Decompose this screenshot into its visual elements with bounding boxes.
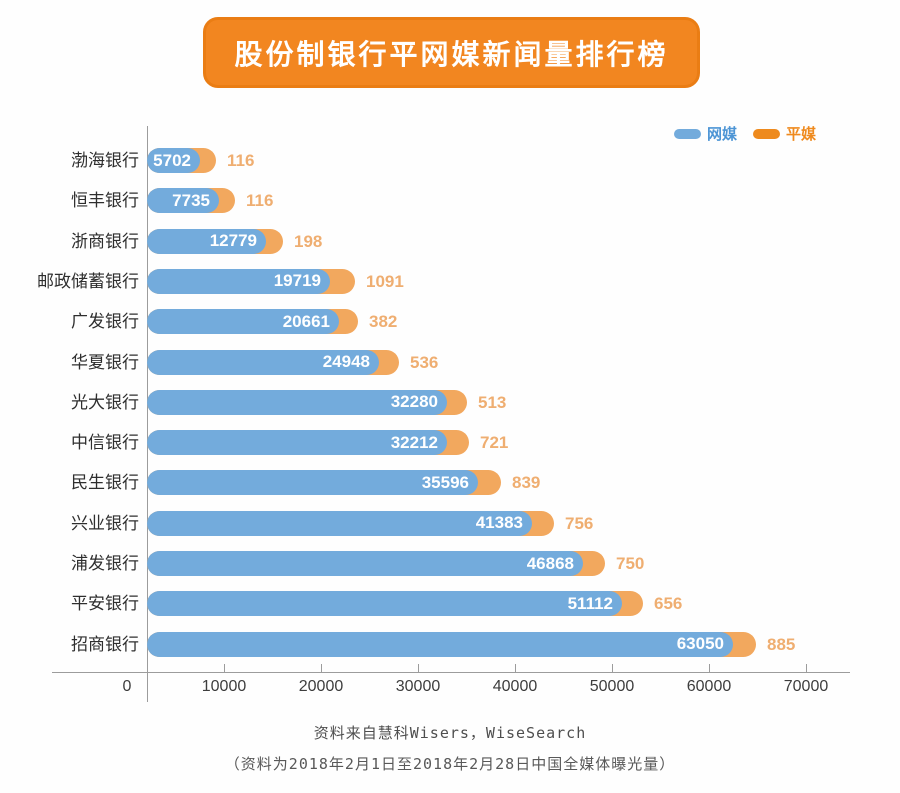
x-axis-tick	[612, 664, 613, 672]
print-value-label: 116	[246, 191, 274, 211]
x-axis-line	[52, 672, 850, 673]
web-value-label: 35596	[421, 472, 469, 492]
web-media-bar: 19719	[147, 268, 330, 294]
category-label: 兴业银行	[71, 513, 139, 533]
x-axis-tick	[515, 664, 516, 672]
category-label: 光大银行	[71, 392, 139, 412]
x-axis-tick-label: 60000	[686, 678, 732, 695]
web-media-bar: 32212	[147, 430, 447, 456]
web-value-label: 7735	[172, 190, 210, 210]
category-label: 浦发银行	[71, 554, 139, 573]
web-value-label: 5702	[153, 150, 191, 170]
web-media-bar: 35596	[147, 470, 478, 496]
x-axis-tick	[418, 664, 419, 672]
web-media-bar: 24948	[147, 349, 379, 375]
web-value-label: 51112	[567, 593, 613, 613]
category-label: 民生银行	[71, 473, 139, 493]
print-value-label: 116	[227, 151, 255, 170]
web-value-label: 24948	[322, 352, 370, 371]
x-axis-tick-label: 40000	[492, 678, 538, 695]
print-value-label: 756	[565, 513, 594, 533]
legend-label: 网媒	[707, 126, 738, 143]
web-media-bar: 7735	[147, 188, 219, 214]
web-media-bar: 5702	[147, 148, 200, 173]
x-axis-tick-label: 0	[122, 678, 132, 695]
x-axis-tick	[709, 664, 710, 672]
footer: 资料来自慧科Wisers，WiseSearch （资料为2018年2月1日至20…	[0, 722, 900, 774]
legend-item-print: 平媒	[753, 123, 816, 144]
x-axis-tick-label: 70000	[783, 678, 829, 695]
web-value-label: 46868	[526, 553, 574, 573]
legend: 网媒 平媒	[674, 123, 816, 144]
x-axis-tick-label: 20000	[298, 678, 344, 695]
legend-item-web: 网媒	[674, 123, 737, 144]
web-value-label: 32280	[390, 392, 438, 412]
x-axis-tick-label: 10000	[201, 678, 247, 695]
category-label: 招商银行	[71, 634, 139, 654]
web-media-bar: 51112	[147, 591, 622, 617]
category-label: 邮政储蓄银行	[37, 271, 139, 291]
web-value-label: 19719	[273, 271, 321, 291]
category-label: 平安银行	[71, 594, 139, 614]
web-value-label: 20661	[282, 311, 330, 331]
category-label: 中信银行	[71, 433, 139, 453]
print-value-label: 885	[767, 634, 796, 654]
web-media-bar: 20661	[147, 309, 339, 335]
category-label: 渤海银行	[71, 151, 139, 170]
y-axis-line	[147, 126, 148, 702]
legend-swatch-icon	[674, 128, 701, 139]
category-label: 广发银行	[71, 312, 139, 332]
x-axis-tick-label: 30000	[395, 678, 441, 695]
print-value-label: 750	[616, 554, 645, 573]
print-value-label: 656	[654, 594, 683, 614]
chart-title: 股份制银行平网媒新闻量排行榜	[234, 38, 669, 70]
x-axis-tick-label: 50000	[589, 678, 635, 695]
print-value-label: 721	[480, 433, 509, 453]
category-label: 恒丰银行	[71, 191, 139, 211]
web-value-label: 12779	[209, 231, 257, 251]
category-label: 华夏银行	[71, 352, 139, 372]
web-media-bar: 41383	[147, 510, 532, 536]
chart-title-banner: 股份制银行平网媒新闻量排行榜	[203, 17, 700, 88]
print-value-label: 198	[294, 231, 323, 251]
legend-label: 平媒	[786, 126, 817, 143]
x-axis-tick	[321, 664, 322, 672]
web-value-label: 41383	[475, 513, 523, 533]
source-line: 资料来自慧科Wisers，WiseSearch	[313, 724, 587, 742]
period-line: （资料为2018年2月1日至2018年2月28日中国全媒体曝光量）	[224, 755, 676, 773]
x-axis-tick	[224, 664, 225, 672]
x-axis-tick	[806, 664, 807, 672]
print-value-label: 1091	[366, 271, 404, 291]
web-value-label: 63050	[676, 634, 724, 654]
print-value-label: 839	[512, 473, 541, 493]
web-media-bar: 46868	[147, 551, 583, 576]
print-value-label: 513	[478, 392, 507, 412]
web-media-bar: 12779	[147, 228, 266, 254]
print-value-label: 382	[369, 312, 398, 332]
legend-swatch-icon	[753, 128, 781, 139]
web-media-bar: 63050	[147, 631, 733, 657]
web-media-bar: 32280	[147, 389, 447, 415]
web-value-label: 32212	[390, 432, 438, 452]
category-label: 浙商银行	[71, 231, 139, 251]
print-value-label: 536	[410, 352, 439, 372]
